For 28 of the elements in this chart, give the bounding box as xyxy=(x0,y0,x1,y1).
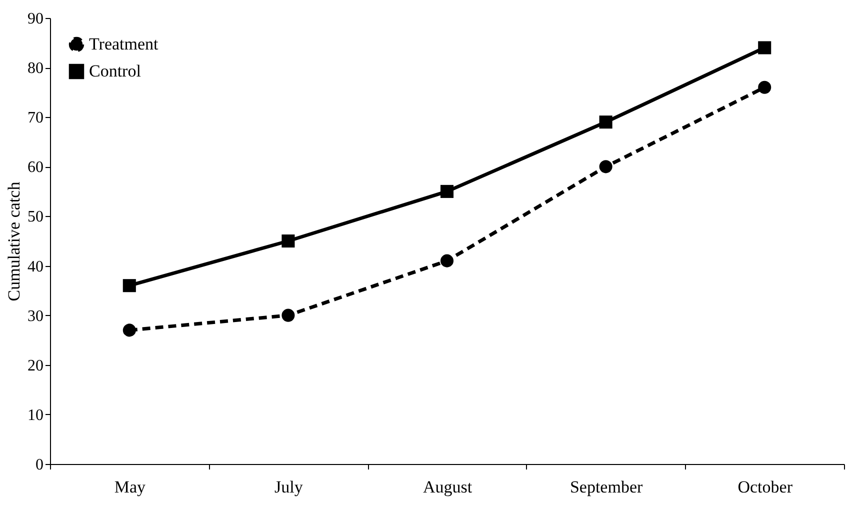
legend-label: Treatment xyxy=(89,34,159,54)
point xyxy=(122,324,136,337)
y-tick-label: 70 xyxy=(28,110,44,127)
x-tick-label: September xyxy=(570,478,643,496)
point xyxy=(440,184,454,198)
point xyxy=(282,234,295,248)
point xyxy=(599,160,612,174)
y-tick-label: 80 xyxy=(28,60,44,78)
legend-label: Control xyxy=(89,62,142,80)
y-tick-label: 0 xyxy=(36,456,44,474)
y-tick-label: 20 xyxy=(28,357,44,374)
x-tick-label: August xyxy=(422,478,472,496)
point xyxy=(440,254,454,268)
x-tick-label: October xyxy=(738,478,793,496)
point xyxy=(122,279,136,292)
point xyxy=(758,80,772,94)
y-tick-label: 60 xyxy=(28,159,44,176)
point xyxy=(599,116,612,129)
y-axis-title: Cumulative catch xyxy=(4,181,24,302)
x-tick-label: May xyxy=(114,478,146,496)
y-tick-label: 90 xyxy=(28,10,44,28)
point xyxy=(282,308,295,322)
y-tick-label: 50 xyxy=(28,208,44,226)
y-tick-label: 10 xyxy=(28,406,44,424)
y-tick-label: 30 xyxy=(28,308,44,325)
point xyxy=(758,41,772,54)
y-tick-label: 40 xyxy=(28,258,44,276)
x-tick-label: July xyxy=(274,478,304,496)
